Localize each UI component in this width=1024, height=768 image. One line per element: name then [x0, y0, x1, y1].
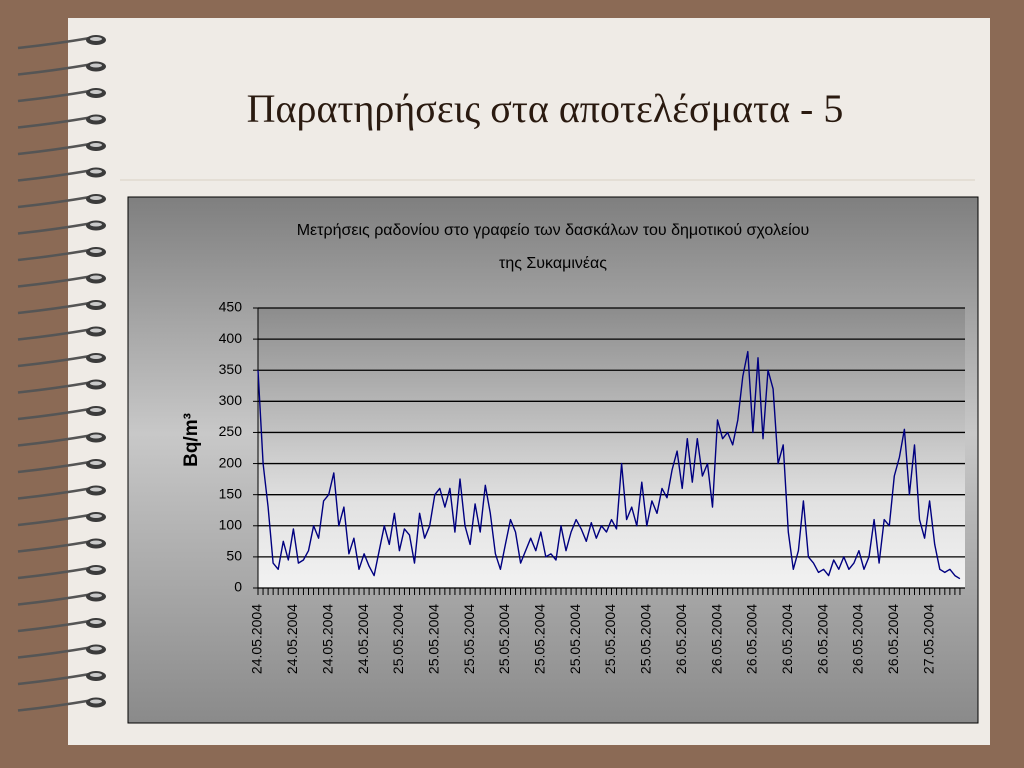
spiral-binding	[17, 35, 106, 712]
y-tick-label: 200	[219, 454, 243, 470]
spiral-wire	[17, 593, 91, 606]
spiral-hole-shine	[90, 143, 102, 147]
y-axis-label: Bq/m³	[181, 413, 202, 467]
spiral-wire	[17, 301, 91, 315]
x-tick-label: 25.05.2004	[425, 604, 441, 674]
spiral-hole-shine	[90, 567, 102, 571]
y-tick-label: 100	[219, 516, 243, 532]
spiral-hole-shine	[90, 222, 102, 227]
spiral-hole-shine	[90, 355, 102, 359]
y-tick-label: 0	[234, 579, 242, 595]
spiral-hole-shine	[90, 328, 102, 333]
spiral-hole-shine	[90, 540, 102, 545]
chart-title: της Συκαμινέας	[499, 255, 607, 272]
y-tick-label: 350	[219, 361, 243, 377]
y-tick-label: 450	[219, 299, 243, 315]
spiral-hole-shine	[90, 381, 102, 386]
chart: Μετρήσεις ραδονίου στο γραφείο των δασκά…	[181, 222, 965, 674]
spiral-wire	[17, 328, 91, 341]
spiral-hole-shine	[90, 37, 102, 41]
spiral-wire	[17, 646, 91, 659]
spiral-wire	[17, 195, 91, 209]
spiral-wire	[17, 619, 91, 633]
data-line	[257, 350, 961, 580]
spiral-wire	[17, 487, 91, 500]
spiral-hole-shine	[90, 699, 102, 704]
x-tick-label: 24.05.2004	[284, 604, 300, 674]
spiral-wire	[17, 116, 91, 129]
x-tick-label: 26.05.2004	[744, 604, 760, 674]
x-tick-label: 26.05.2004	[708, 604, 724, 674]
spiral-hole-shine	[90, 275, 102, 280]
spiral-hole-shine	[90, 593, 102, 598]
spiral-wire	[17, 248, 91, 262]
x-tick-label: 26.05.2004	[885, 604, 901, 674]
x-tick-label: 25.05.2004	[532, 604, 548, 674]
spiral-wire	[17, 513, 91, 527]
spiral-hole-shine	[90, 196, 102, 200]
spiral-hole-shine	[90, 249, 102, 253]
spiral-hole-shine	[90, 408, 102, 412]
x-tick-label: 24.05.2004	[249, 604, 265, 674]
x-tick-label: 26.05.2004	[673, 604, 689, 674]
spiral-hole-shine	[90, 673, 102, 677]
x-tick-label: 26.05.2004	[779, 604, 795, 674]
x-tick-label: 25.05.2004	[638, 604, 654, 674]
spiral-hole-shine	[90, 461, 102, 465]
spiral-wire	[17, 169, 91, 182]
x-tick-label: 25.05.2004	[461, 604, 477, 674]
x-tick-label: 24.05.2004	[319, 604, 335, 674]
chart-title: Μετρήσεις ραδονίου στο γραφείο των δασκά…	[297, 222, 810, 239]
spiral-wire	[17, 407, 91, 421]
spiral-hole-shine	[90, 63, 102, 68]
x-tick-label: 25.05.2004	[390, 604, 406, 674]
spiral-wire	[17, 540, 91, 553]
spiral-wire	[17, 222, 91, 235]
x-tick-label: 25.05.2004	[602, 604, 618, 674]
plot-area	[258, 308, 965, 588]
y-tick-label: 250	[219, 423, 243, 439]
spiral-wire	[17, 460, 91, 474]
y-tick-label: 150	[219, 485, 243, 501]
spiral-wire	[17, 699, 91, 712]
spiral-hole-shine	[90, 646, 102, 651]
x-tick-label: 27.05.2004	[920, 604, 936, 674]
slide-title: Παρατηρήσεις στα αποτελέσματα - 5	[247, 86, 844, 131]
x-tick-label: 26.05.2004	[814, 604, 830, 674]
spiral-wire	[17, 672, 91, 686]
spiral-wire	[17, 89, 91, 103]
x-tick-label: 25.05.2004	[496, 604, 512, 674]
spiral-wire	[17, 63, 91, 76]
y-tick-label: 50	[226, 548, 242, 564]
y-tick-label: 400	[219, 330, 243, 346]
spiral-hole-shine	[90, 169, 102, 174]
spiral-hole-shine	[90, 487, 102, 492]
spiral-wire	[17, 354, 91, 368]
spiral-wire	[17, 381, 91, 394]
x-tick-label: 25.05.2004	[567, 604, 583, 674]
spiral-hole-shine	[90, 116, 102, 121]
spiral-hole-shine	[90, 302, 102, 306]
spiral-wire	[17, 36, 91, 50]
spiral-hole-shine	[90, 434, 102, 439]
spiral-wire	[17, 434, 91, 447]
spiral-hole-shine	[90, 514, 102, 518]
x-tick-label: 26.05.2004	[850, 604, 866, 674]
y-tick-label: 300	[219, 392, 243, 408]
spiral-wire	[17, 142, 91, 156]
spiral-hole-shine	[90, 90, 102, 94]
x-tick-label: 24.05.2004	[355, 604, 371, 674]
spiral-wire	[17, 566, 91, 580]
spiral-hole-shine	[90, 620, 102, 624]
spiral-wire	[17, 275, 91, 288]
